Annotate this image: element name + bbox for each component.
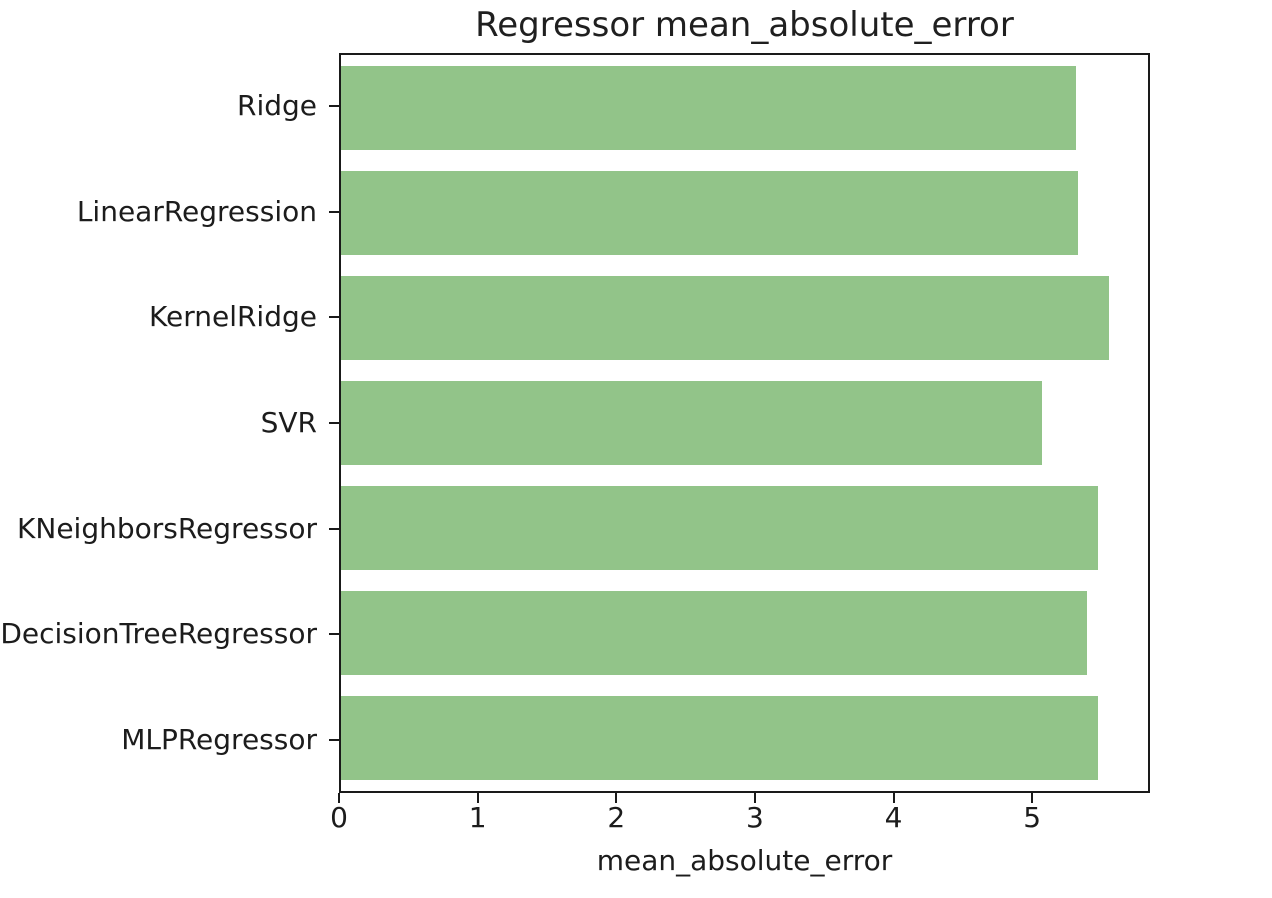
chart-title: Regressor mean_absolute_error <box>475 5 1014 45</box>
y-tick-mark-linearregression <box>329 210 339 213</box>
y-tick-label-mlpregressor: MLPRegressor <box>121 723 317 757</box>
x-tick-label-1: 1 <box>468 801 487 834</box>
x-tick-mark-0 <box>338 793 340 803</box>
x-tick-mark-4 <box>892 793 895 803</box>
bar-mlpregressor <box>341 696 1099 781</box>
y-tick-mark-ridge <box>329 104 339 107</box>
y-tick-mark-kernelridge <box>329 316 339 319</box>
y-tick-label-svr: SVR <box>260 406 317 439</box>
y-tick-label-kneighborsregressor: KNeighborsRegressor <box>17 511 317 545</box>
bar-linearregression <box>341 170 1078 255</box>
x-tick-mark-1 <box>476 793 479 803</box>
x-tick-mark-3 <box>753 793 756 803</box>
x-tick-mark-2 <box>615 793 618 803</box>
x-tick-mark-5 <box>1031 793 1034 803</box>
x-tick-label-2: 2 <box>607 801 626 834</box>
y-tick-mark-svr <box>329 422 339 424</box>
y-tick-label-ridge: Ridge <box>236 88 317 122</box>
y-tick-mark-mlpregressor <box>329 739 339 742</box>
y-tick-mark-decisiontreeregressor <box>329 633 339 636</box>
y-tick-mark-kneighborsregressor <box>329 527 339 530</box>
y-tick-label-kernelridge: KernelRidge <box>149 300 317 334</box>
y-tick-label-decisiontreeregressor: DecisionTreeRegressor <box>0 617 317 651</box>
bar-svr <box>341 380 1042 466</box>
y-tick-label-linearregression: LinearRegression <box>76 194 317 228</box>
bar-decisiontreeregressor <box>341 591 1088 676</box>
bar-kneighborsregressor <box>341 486 1099 571</box>
x-tick-label-4: 4 <box>884 801 903 834</box>
bar-kernelridge <box>341 275 1110 360</box>
x-tick-label-5: 5 <box>1023 801 1042 834</box>
bar-ridge <box>341 65 1077 150</box>
x-tick-label-3: 3 <box>745 801 764 834</box>
plot-area <box>339 53 1150 793</box>
x-tick-label-0: 0 <box>330 801 348 834</box>
x-axis-label: mean_absolute_error <box>596 844 893 877</box>
